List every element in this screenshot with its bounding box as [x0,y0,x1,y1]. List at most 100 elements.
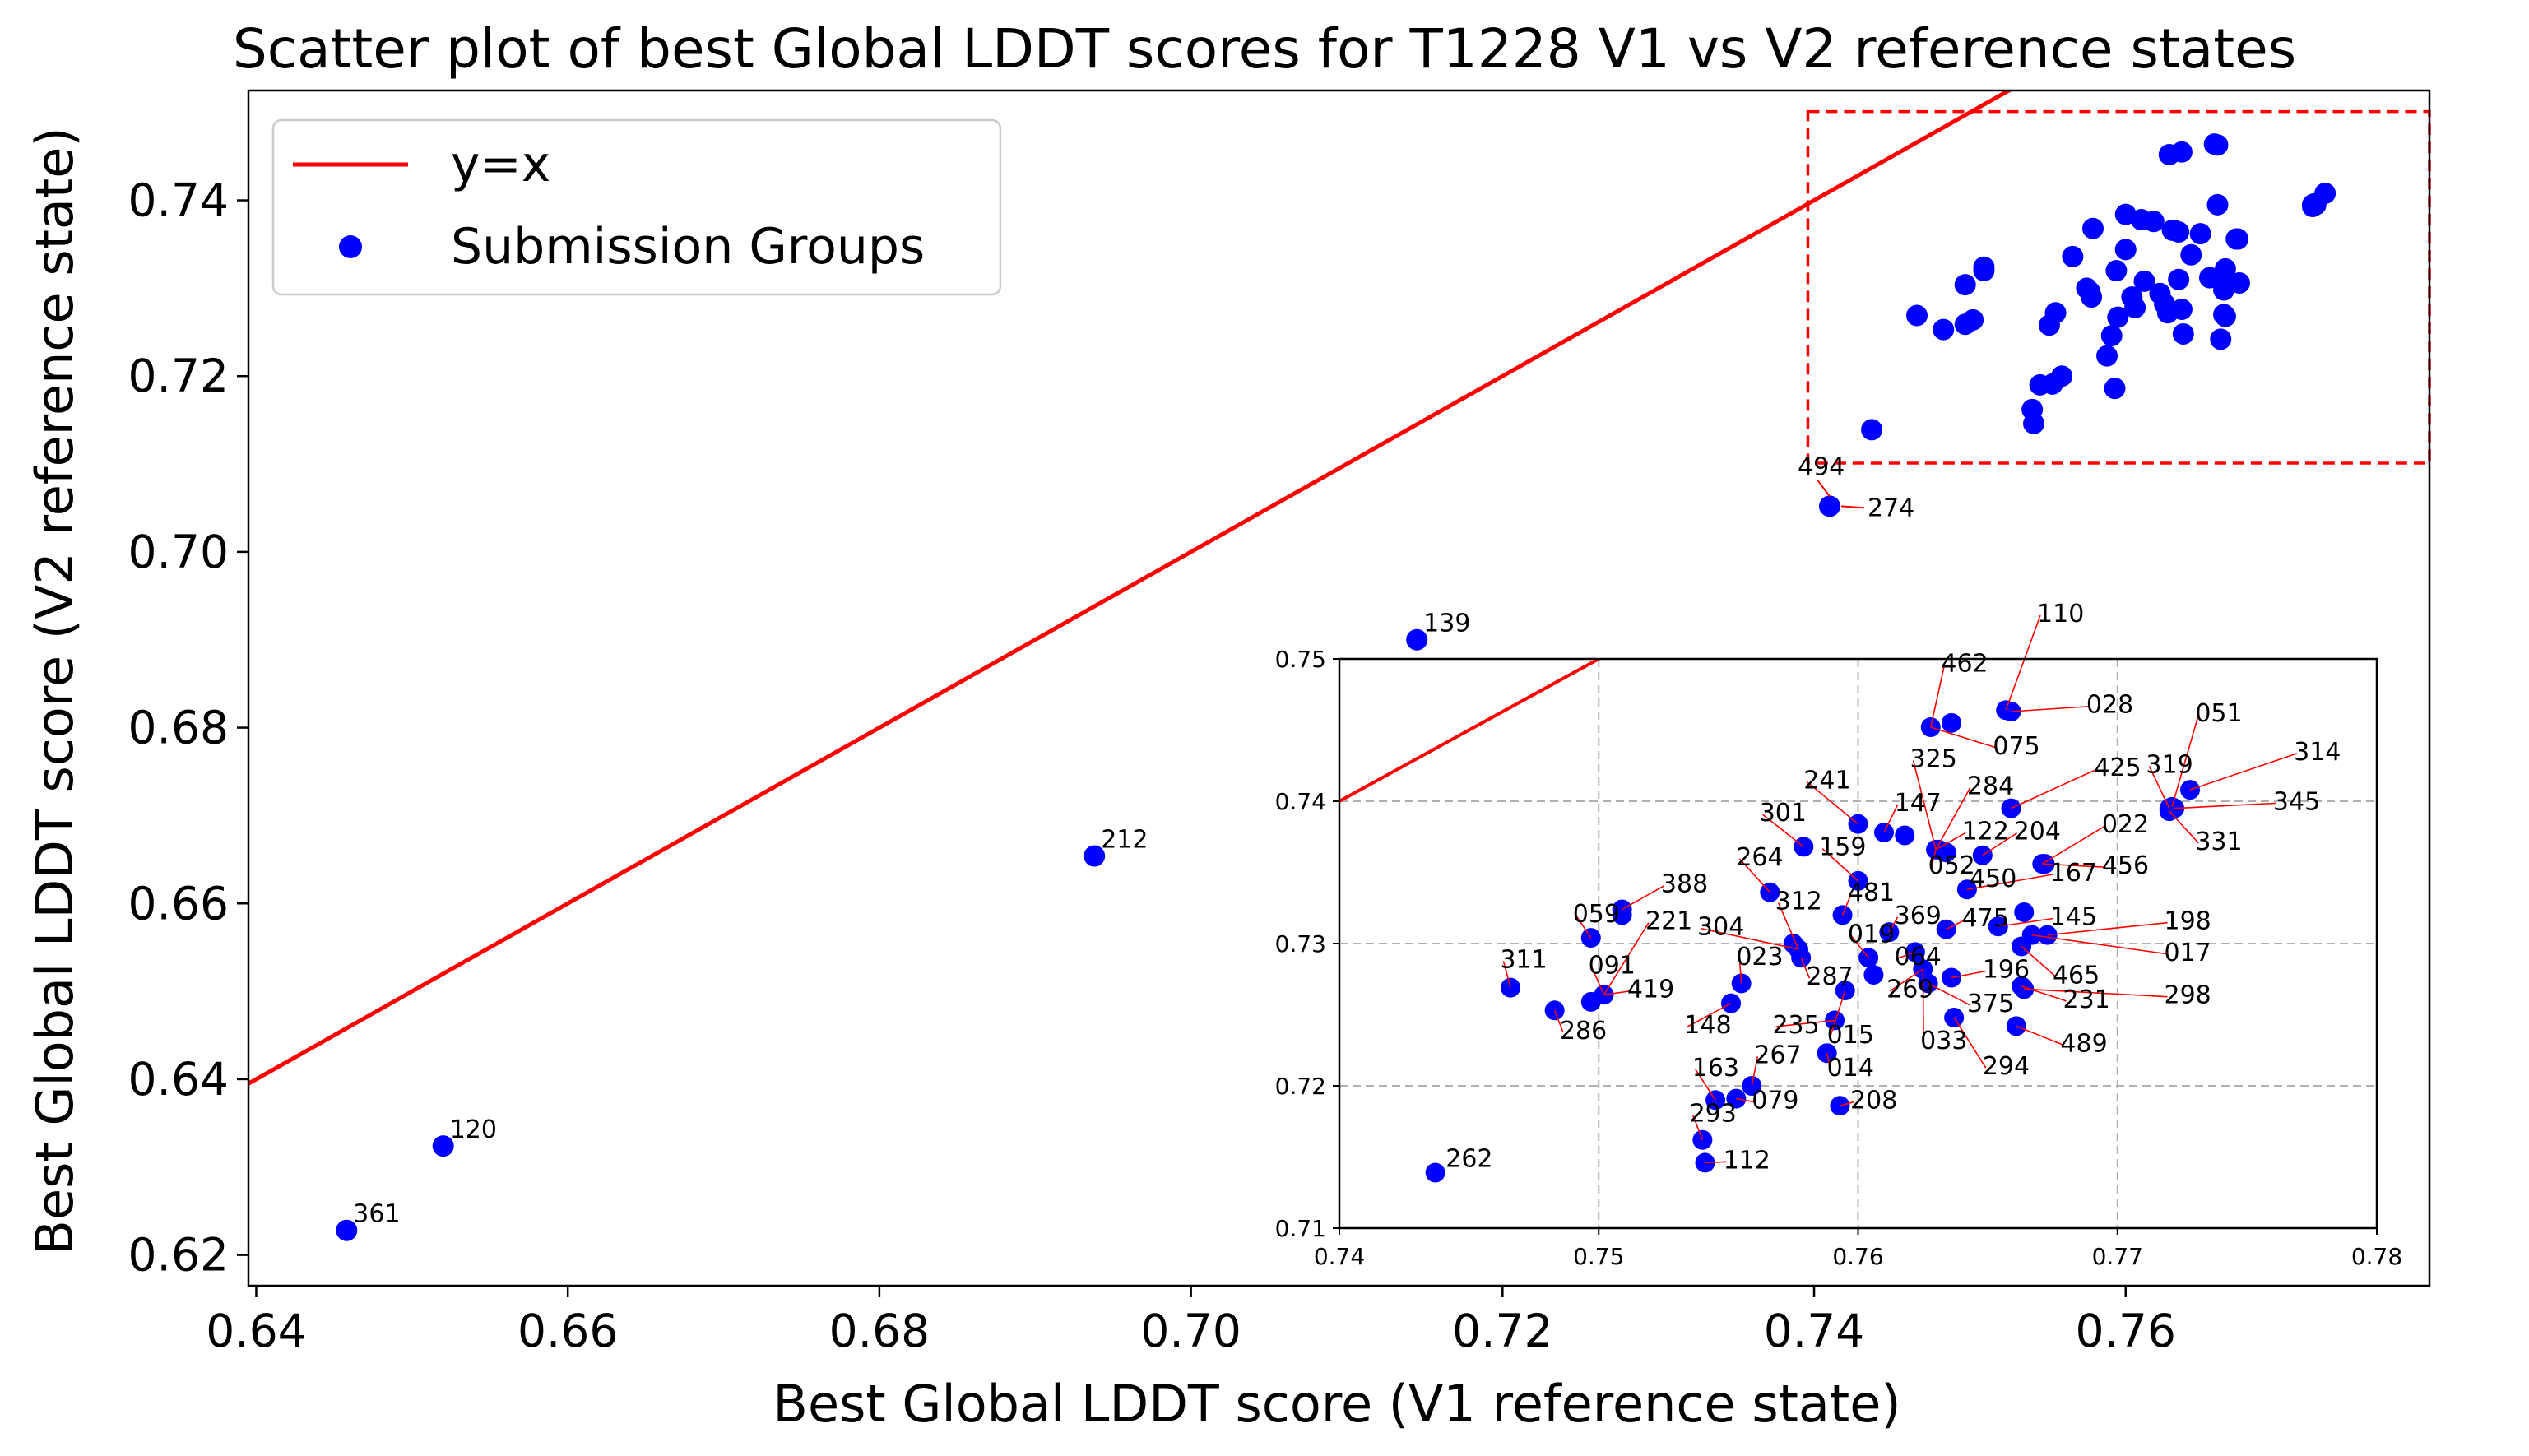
inset-point-label-425: 425 [2094,754,2141,782]
inset-point-label-294: 294 [1983,1052,2030,1081]
inset-arrow-465 [2021,945,2057,978]
inset-arrow-015 [1829,990,1846,1037]
data-point-369 [2124,296,2146,318]
inset-point-label-017: 017 [2164,939,2211,967]
inset-x-tick-label: 0.78 [2351,1243,2402,1270]
inset-arrow-462 [1929,665,1946,728]
data-point-475 [2168,268,2190,290]
inset-point-label-064: 064 [1895,943,1942,971]
legend-box [271,118,1002,296]
inset-point-label-301: 301 [1760,799,1807,828]
inset-point-label-122: 122 [1962,818,2009,846]
y-tick-label: 0.72 [128,350,229,402]
inset-point-label-022: 022 [2102,810,2149,839]
inset-point-462 [1941,712,1961,733]
inset-point-label-311: 311 [1500,945,1547,974]
data-point-label-120: 120 [450,1115,497,1144]
inset-arrow-325 [1912,760,1937,851]
inset-arrow-304 [1700,927,1799,950]
inset-point-label-110: 110 [2037,600,2084,628]
y-tick-label: 0.62 [128,1229,229,1282]
inset-arrow-014 [1826,1053,1831,1070]
inset-point-label-159: 159 [1819,833,1866,862]
data-point-489 [2210,328,2232,350]
inset-arrow-489 [2016,1025,2064,1046]
data-point-286 [1933,318,1955,341]
inset-arrow-198 [2047,921,2168,936]
x-tick-label: 0.66 [517,1305,618,1357]
inset-point-label-489: 489 [2060,1029,2107,1058]
inset-arrow-196 [1951,970,1986,979]
inset-point-label-052: 052 [1928,851,1975,880]
inset-arrow-023 [1738,958,1742,984]
inset-x-tick-label: 0.74 [1314,1243,1365,1270]
legend: y=x Submission Groups [271,118,1002,296]
inset-point-label-264: 264 [1736,843,1783,872]
inset-point-label-196: 196 [1983,956,2030,985]
inset-point-369 [1863,965,1884,985]
inset-arrow-456 [2042,863,2105,869]
inset-point-label-450: 450 [1970,865,2016,893]
inset-point-label-204: 204 [2014,818,2061,846]
inset-arrow-475 [1946,919,1965,930]
data-point-120 [432,1135,454,1157]
inset-arrow-388 [1622,885,1665,911]
inset-arrow-301 [1762,814,1804,847]
inset-point-label-388: 388 [1661,870,1708,899]
plot-frame [247,89,2431,1287]
data-point-294 [2172,322,2194,345]
inset-point-label-015: 015 [1827,1021,1874,1050]
inset-arrow-091 [1590,967,1605,995]
inset-point-label-456: 456 [2102,851,2149,880]
inset-point-label-051: 051 [2195,699,2242,728]
data-point-361 [336,1219,358,1241]
inset-point-label-014: 014 [1827,1054,1874,1083]
inset-point-label-163: 163 [1692,1054,1739,1083]
y-tick-label: 0.68 [128,702,229,754]
data-point-139 [1406,628,1428,651]
inset-arrow-122 [1935,832,1965,851]
inset-point-label-314: 314 [2294,738,2341,767]
data-point-label-494: 494 [1798,452,1845,481]
data-point-208 [2104,378,2126,400]
inset-point-label-325: 325 [1910,744,1957,773]
inset-arrow-145 [1998,917,2053,928]
x-tick-label: 0.64 [206,1305,306,1357]
inset-arrow-221 [1603,922,1650,995]
data-point-label-361: 361 [353,1200,400,1229]
y-axis-label: Best Global LDDT score (V2 reference sta… [25,127,85,1254]
data-point-264 [2062,245,2084,267]
y-tick-label: 0.66 [128,877,229,930]
x-tick-label: 0.72 [1452,1305,1552,1357]
inset-point-label-235: 235 [1772,1011,1819,1040]
data-point-274 [1818,495,1840,517]
inset-arrow-208 [1840,1101,1854,1106]
inset-y-tick-label: 0.75 [1275,646,1326,673]
inset-arrow-369 [1888,916,1899,933]
inset-arrow-064 [1897,951,1916,959]
inset-point-label-033: 033 [1920,1027,1967,1055]
inset-point-label-475: 475 [1962,904,2009,933]
data-point-235 [2100,325,2123,347]
inset-arrow-298 [2024,988,2168,998]
data-point-145 [2199,267,2221,289]
data-point-301 [2081,217,2104,239]
inset-arrow-264 [1738,858,1770,893]
identity-line [248,90,2013,1086]
inset-arrow-079 [1736,1097,1756,1103]
inset-arrow-167 [1966,874,2053,891]
inset-arrow-287 [1800,957,1811,979]
inset-y-tick-label: 0.71 [1275,1215,1326,1242]
data-point-022 [2227,228,2249,250]
inset-point-label-112: 112 [1724,1146,1770,1175]
inset-point-label-079: 079 [1752,1087,1798,1115]
inset-arrow-028 [2011,705,2090,712]
inset-y-tick-label: 0.74 [1275,788,1326,815]
chart-title: Scatter plot of best Global LDDT scores … [233,17,2296,81]
legend-line-label: y=x [451,136,550,193]
inset-arrow-331 [2169,810,2199,844]
inset-arrow-148 [1687,1002,1732,1027]
inset-point-label-287: 287 [1806,962,1853,991]
x-tick-label: 0.68 [829,1305,930,1357]
inset-x-tick-label: 0.77 [2092,1243,2143,1270]
